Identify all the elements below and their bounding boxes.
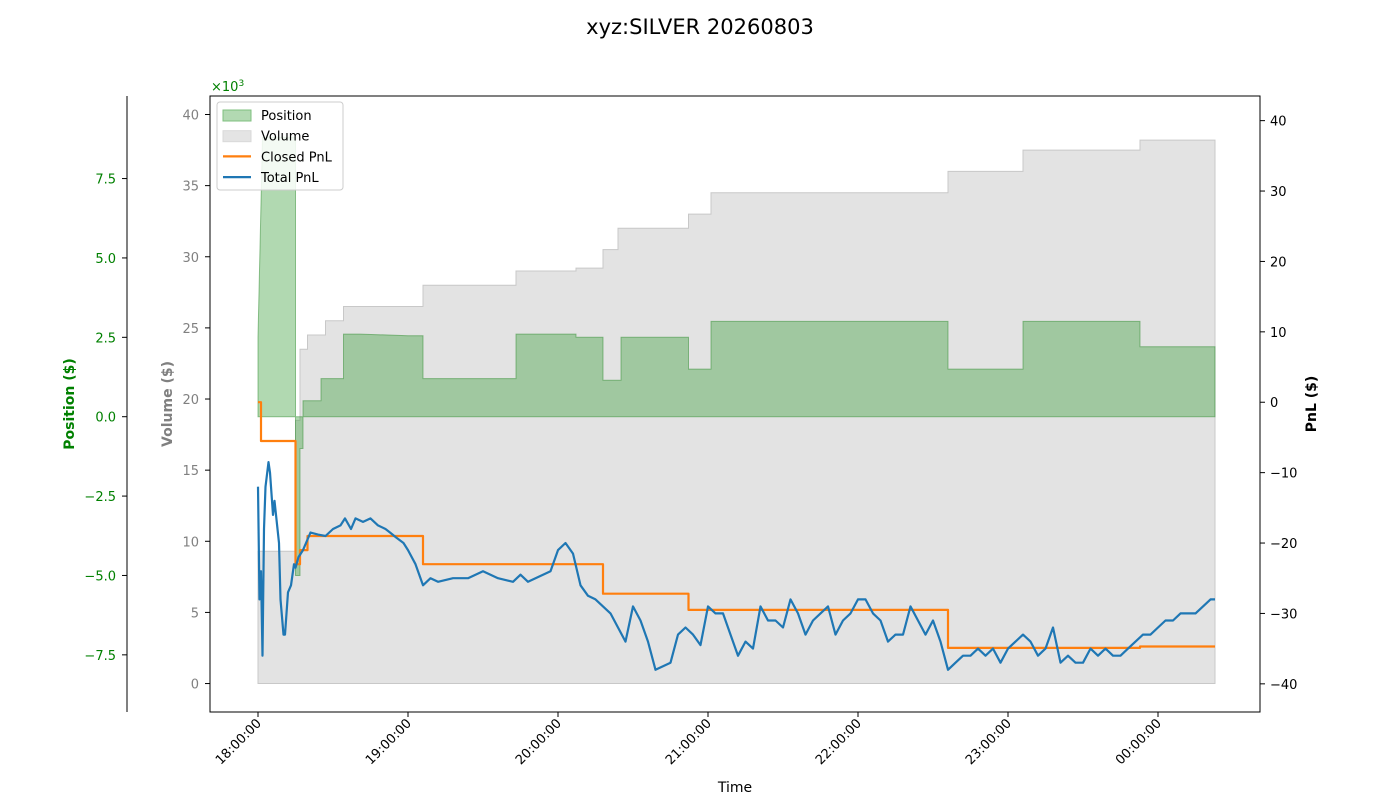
pnl-tick-label: −30 (1270, 607, 1297, 622)
pnl-tick-label: 10 (1270, 326, 1287, 341)
volume-tick-label: 35 (182, 180, 199, 195)
volume-tick-label: 15 (182, 464, 199, 479)
plot-frame (209, 95, 1261, 713)
x-tick-label: 21:00:00 (663, 716, 715, 768)
position-tick-label: 5.0 (95, 252, 116, 267)
legend: Position Volume Closed PnL Total PnL (216, 101, 344, 191)
position-tick-label: −5.0 (84, 569, 116, 584)
pnl-tick-label: 0 (1270, 396, 1278, 411)
position-area (257, 136, 1216, 576)
position-axis-ticks: 7.5 5.0 2.5 0.0 −2.5 −5.0 −7.5 (84, 173, 127, 664)
volume-tick-label: 0 (191, 678, 199, 693)
legend-label: Closed PnL (261, 150, 333, 165)
position-axis-label: Position ($) (62, 358, 78, 450)
pnl-tick-label: −20 (1270, 537, 1297, 552)
pnl-tick-label: −40 (1270, 678, 1297, 693)
volume-area (257, 139, 1216, 684)
x-tick-label: 20:00:00 (513, 716, 565, 768)
pnl-tick-label: 30 (1270, 185, 1287, 200)
total-pnl-line (256, 461, 1215, 671)
position-tick-label: 7.5 (95, 173, 116, 188)
position-fill-layer (257, 136, 1216, 576)
legend-swatch-volume (222, 130, 252, 143)
pnl-axis-label: PnL ($) (1304, 376, 1320, 433)
x-tick-label: 22:00:00 (813, 716, 865, 768)
legend-label: Volume (261, 130, 309, 145)
position-tick-label: 2.5 (95, 331, 116, 346)
volume-axis-multiplier: ×103 (211, 79, 244, 95)
volume-tick-label: 5 (191, 606, 199, 621)
volume-tick-label: 25 (182, 322, 199, 337)
volume-axis-label: Volume ($) (160, 361, 176, 447)
position-tick-label: −2.5 (84, 490, 116, 505)
x-tick-label: 23:00:00 (963, 716, 1015, 768)
volume-tick-label: 20 (182, 393, 199, 408)
position-tick-label: −7.5 (84, 649, 116, 664)
x-tick-label: 18:00:00 (213, 716, 265, 768)
chart-title: xyz:SILVER 20260803 (586, 15, 814, 39)
pnl-lines-layer (256, 401, 1215, 671)
legend-label: Position (261, 109, 312, 124)
x-axis-ticks: 18:00:00 19:00:00 20:00:00 21:00:00 22:00:00… (213, 712, 1165, 768)
pnl-axis-ticks: 40 30 20 10 0 −10 −20 −30 −40 (1260, 115, 1297, 693)
position-tick-label: 0.0 (95, 411, 116, 426)
closed-pnl-line (258, 401, 1215, 649)
pnl-tick-label: −10 (1270, 467, 1297, 482)
volume-fill-layer (257, 139, 1216, 684)
legend-swatch-position (222, 109, 252, 122)
x-tick-label: 00:00:00 (1113, 716, 1165, 768)
volume-axis-ticks: 40 35 30 25 20 15 10 5 0 (182, 108, 210, 693)
x-axis-label: Time (717, 780, 752, 796)
volume-tick-label: 30 (182, 251, 199, 266)
volume-tick-label: 40 (182, 108, 199, 123)
volume-tick-label: 10 (182, 535, 199, 550)
legend-label: Total PnL (260, 171, 319, 186)
pnl-tick-label: 20 (1270, 255, 1287, 270)
legend-box (216, 101, 344, 191)
x-tick-label: 19:00:00 (363, 716, 415, 768)
pnl-tick-label: 40 (1270, 115, 1287, 130)
